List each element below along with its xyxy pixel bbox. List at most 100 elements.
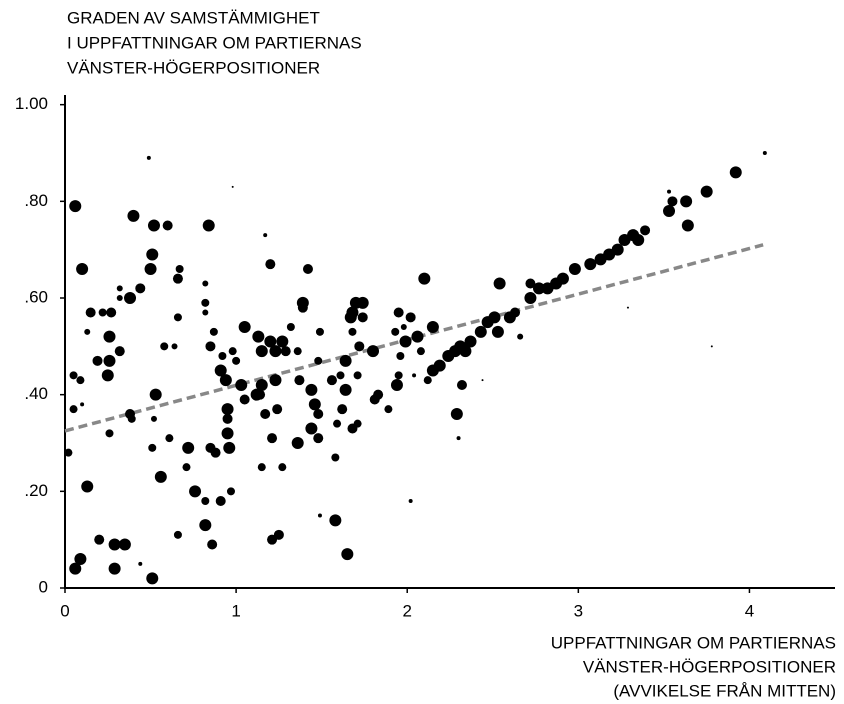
point: [632, 234, 645, 246]
y-tick-label: .20: [24, 481, 48, 500]
point: [426, 321, 439, 333]
point: [252, 330, 265, 343]
point: [339, 354, 352, 367]
point: [517, 333, 524, 340]
point: [626, 306, 629, 309]
point: [762, 151, 767, 155]
point: [171, 343, 178, 350]
point: [700, 185, 713, 198]
point: [81, 480, 94, 493]
x-axis-label: VÄNSTER-HÖGERPOSITIONER: [583, 657, 836, 676]
point: [663, 205, 676, 217]
point: [411, 330, 424, 343]
point: [305, 383, 318, 396]
point: [239, 394, 250, 405]
point: [116, 295, 123, 301]
point: [326, 375, 337, 386]
point: [278, 463, 287, 472]
point: [69, 200, 82, 213]
point: [269, 374, 282, 387]
point: [226, 487, 235, 496]
point: [98, 308, 107, 317]
point: [255, 389, 266, 400]
point: [218, 352, 227, 360]
point: [272, 404, 283, 415]
point: [138, 561, 143, 566]
point: [611, 243, 624, 256]
point: [412, 373, 417, 378]
point: [336, 371, 345, 380]
point: [146, 248, 159, 261]
point: [207, 539, 218, 550]
point: [493, 277, 506, 290]
point: [118, 538, 131, 551]
point: [273, 529, 284, 540]
point: [390, 379, 403, 391]
x-tick-label: 4: [745, 601, 754, 620]
point: [150, 415, 157, 422]
point: [214, 364, 227, 377]
point: [640, 225, 651, 236]
point: [408, 499, 413, 503]
trend-line: [64, 243, 764, 433]
point: [205, 442, 216, 453]
point: [106, 307, 117, 318]
point: [74, 553, 87, 565]
point: [348, 327, 357, 336]
point: [202, 309, 209, 316]
point: [148, 443, 157, 452]
point: [341, 548, 354, 561]
point: [367, 345, 379, 358]
point: [69, 562, 82, 575]
point: [221, 427, 234, 440]
point: [101, 369, 114, 382]
point: [160, 342, 169, 351]
point: [257, 463, 266, 472]
point: [124, 292, 137, 304]
x-axis-label: UPPFATTNINGAR OM PARTIERNAS: [551, 633, 836, 652]
point: [556, 272, 569, 285]
point: [474, 325, 487, 338]
point: [393, 307, 404, 318]
point: [103, 330, 116, 343]
point: [667, 196, 678, 207]
y-axis-label: VÄNSTER-HÖGERPOSITIONER: [67, 58, 320, 77]
point: [344, 311, 357, 324]
point: [147, 219, 160, 232]
x-tick-label: 2: [402, 601, 411, 620]
point: [450, 408, 463, 420]
point: [394, 371, 403, 380]
point: [464, 335, 477, 348]
point: [76, 263, 89, 275]
point: [286, 323, 295, 331]
point: [267, 433, 278, 444]
point: [92, 355, 103, 366]
point: [69, 371, 78, 380]
point: [162, 220, 173, 231]
y-tick-label: 1.00: [15, 94, 48, 113]
point: [173, 530, 182, 539]
x-axis-label: (AVVIKELSE FRÅN MITTEN): [613, 681, 836, 700]
point: [481, 379, 484, 382]
point: [76, 376, 85, 385]
y-tick-label: .80: [24, 191, 48, 210]
point: [293, 347, 302, 356]
point: [105, 429, 114, 438]
point: [729, 166, 742, 179]
point: [215, 496, 226, 506]
point: [681, 219, 694, 232]
point: [337, 404, 348, 415]
point: [108, 562, 121, 575]
point: [456, 436, 461, 441]
point: [305, 422, 318, 435]
point: [201, 298, 210, 307]
x-tick-label: 0: [60, 601, 69, 620]
point: [510, 307, 521, 318]
point: [396, 352, 405, 360]
point: [114, 346, 125, 357]
point: [568, 263, 581, 275]
point: [199, 519, 212, 532]
point: [314, 356, 323, 365]
point: [680, 195, 693, 208]
